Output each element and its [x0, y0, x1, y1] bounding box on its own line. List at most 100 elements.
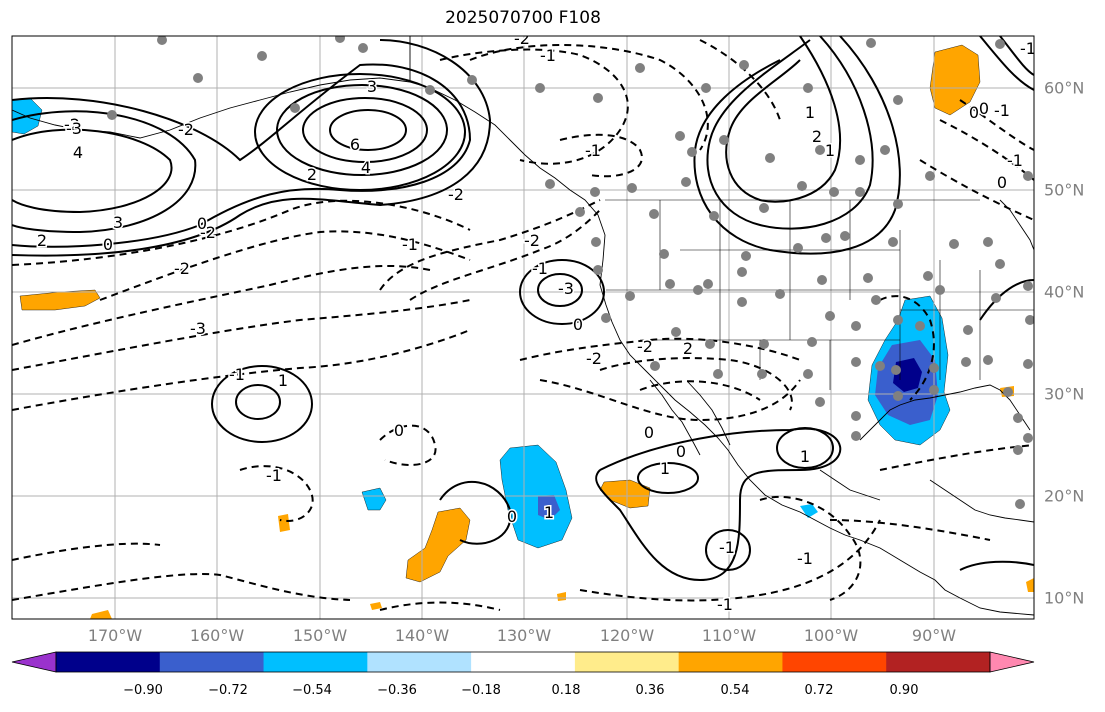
contour-label: 2 [812, 127, 822, 146]
lon-label-160w: 160°W [189, 626, 245, 645]
contour-label: 2 [683, 339, 693, 358]
lat-label-50n: 50°N [1044, 180, 1085, 200]
lon-label-140w: 140°W [394, 626, 450, 645]
contour-label: 0 [573, 315, 583, 334]
contour-label: 0 [997, 173, 1007, 192]
contour-label: -2 [524, 231, 540, 250]
shade-orange-small-1 [370, 602, 382, 610]
contour-label: 0 [197, 214, 207, 233]
lon-label-90w: 90°W [911, 626, 957, 645]
lon-label-100w: 100°W [803, 626, 859, 645]
contour-label: 1 [544, 503, 554, 522]
colorbar-segment [159, 652, 265, 672]
contour-label: -2 [448, 185, 464, 204]
contour-label: 1 [825, 141, 835, 160]
contour-label: 2 [307, 165, 317, 184]
colorbar-tick-label: 0.54 [720, 683, 750, 698]
contour-label: 4 [73, 143, 83, 162]
colorbar-segment [678, 652, 783, 672]
colorbar-extend-left [11, 651, 57, 673]
colorbar-tick-label: 0.36 [635, 683, 665, 698]
contour-label: 0 [394, 421, 404, 440]
colorbar-segment [56, 652, 161, 672]
contour-label: -2 [178, 120, 194, 139]
colorbar-segment [471, 652, 576, 672]
contour-label: -1 [540, 46, 556, 65]
colorbar-tick-label: −0.36 [377, 683, 417, 698]
contour-label: 3 [113, 213, 123, 232]
contour-label: 1 [805, 103, 815, 122]
shade-orange-small-5 [1026, 578, 1034, 592]
contour-label: -2 [64, 115, 80, 134]
shade-orange-small-3 [90, 610, 112, 619]
colorbar-tick-label: 0.90 [889, 683, 919, 698]
contour-label: -2 [637, 337, 653, 356]
colorbar-segment [574, 652, 680, 672]
lat-label-30n: 30°N [1044, 384, 1085, 404]
map-frame [11, 35, 1035, 620]
contour-label: 0 [676, 442, 686, 461]
colorbar-segments [56, 652, 991, 672]
contour-label: -1 [719, 538, 735, 557]
colorbar-tick-label: −0.90 [123, 683, 163, 698]
contour-label: -2 [174, 259, 190, 278]
lat-label-20n: 20°N [1044, 486, 1085, 506]
colorbar-extend-right [989, 651, 1035, 673]
contour-label: -3 [190, 319, 206, 338]
chart-title: 2025070700 F108 [445, 8, 601, 28]
contour-label: 1 [278, 371, 288, 390]
colorbar-frame [55, 651, 991, 673]
contour-label: -1 [797, 549, 813, 568]
contour-label: 6 [350, 135, 360, 154]
contour-label: 0 [644, 423, 654, 442]
contour-label: -2 [514, 29, 530, 48]
colorbar [11, 651, 1035, 673]
contour-label: -1 [402, 235, 418, 254]
contour-label: 0 [969, 103, 979, 122]
contour-label: -1 [717, 595, 733, 614]
contour-label: 0 [507, 507, 517, 526]
shade-145w-20n [361, 487, 387, 511]
contour-label: 0 [979, 99, 989, 118]
shade-orange-northeast [929, 44, 981, 116]
contour-label: 1 [660, 459, 670, 478]
lon-label-110w: 110°W [701, 626, 757, 645]
colorbar-tick-label: −0.54 [292, 683, 332, 698]
lat-label-60n: 60°N [1044, 78, 1085, 98]
contour-label: -1 [532, 259, 548, 278]
contour-label: 0 [103, 235, 113, 254]
contour-label: -3 [558, 279, 574, 298]
colorbar-tick-label: 0.72 [804, 683, 834, 698]
colorbar-segment [886, 652, 991, 672]
lon-label-150w: 150°W [292, 626, 348, 645]
colorbar-segment [367, 652, 472, 672]
lon-label-130w: 130°W [496, 626, 552, 645]
colorbar-segment [782, 652, 887, 672]
colorbar-segment [263, 652, 368, 672]
contour-label: -3 [66, 119, 82, 138]
contour-label: -2 [200, 223, 216, 242]
contour-label: -1 [585, 141, 601, 160]
contours-positive [12, 36, 1034, 582]
colorbar-tick-label: 0.18 [551, 683, 581, 698]
colorbar-tick-label: −0.72 [208, 683, 248, 698]
contour-label: -2 [586, 349, 602, 368]
shade-orange-155w [278, 514, 290, 532]
contour-label: -1 [229, 365, 245, 384]
contour-label: 2 [37, 231, 47, 250]
shade-130w-medium [538, 495, 560, 520]
contour-label: -1 [1020, 39, 1036, 58]
lat-label-10n: 10°N [1044, 588, 1085, 608]
colorbar-tick-label: −0.18 [461, 683, 501, 698]
station-dots [107, 36, 1034, 509]
shade-orange-small-2 [557, 592, 566, 601]
lat-label-40n: 40°N [1044, 282, 1085, 302]
contours-negative [12, 39, 1034, 611]
contour-label: -1 [994, 101, 1010, 120]
contour-label: -1 [1007, 151, 1023, 170]
contour-label: 1 [800, 447, 810, 466]
contour-label: -1 [266, 466, 282, 485]
